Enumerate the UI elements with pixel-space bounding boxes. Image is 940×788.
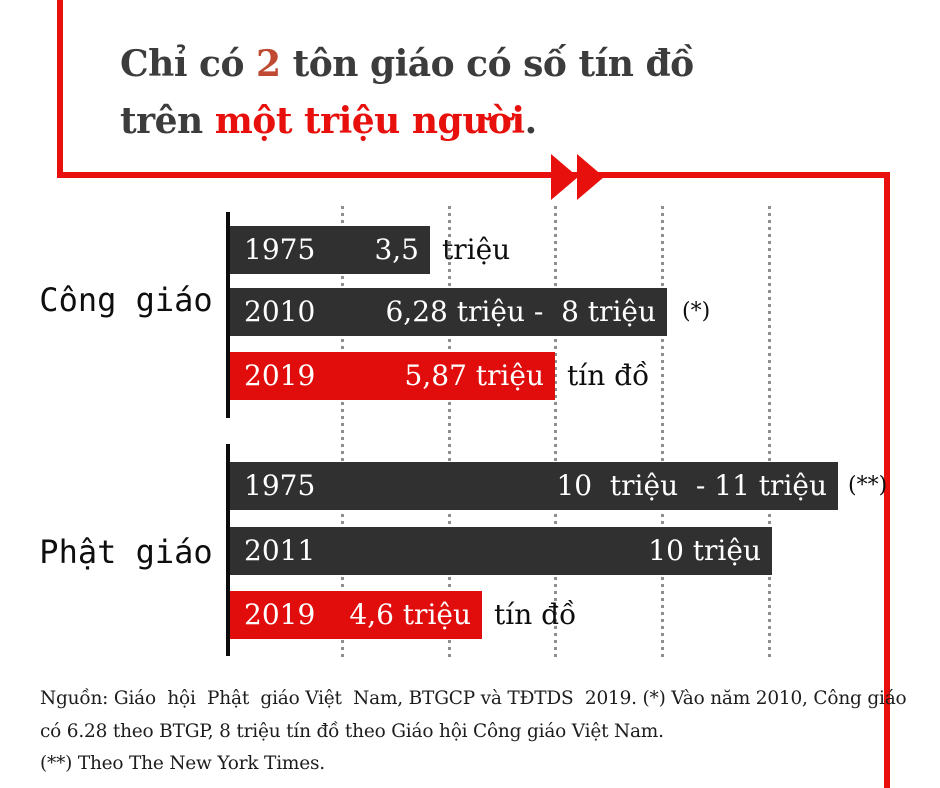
bar-value: 3,5 — [374, 233, 419, 266]
bar-suffix-label: tín đồ — [567, 359, 650, 392]
bar-phat-giao-2019: 2019 4,6 triệu — [230, 591, 482, 639]
axis-cong-giao — [226, 212, 230, 418]
title-text: . — [524, 100, 538, 142]
bar-cong-giao-1975: 1975 3,5 — [230, 226, 430, 274]
bar-year: 2010 — [244, 295, 316, 328]
title-line-2: trên một triệu người. — [120, 93, 694, 150]
axis-phat-giao — [226, 444, 230, 656]
source-line: có 6.28 theo BTGP, 8 triệu tín đồ theo G… — [40, 720, 664, 742]
title-line-1: Chỉ có 2 tôn giáo có số tín đồ — [120, 36, 694, 93]
bar-value: 10 triệu - 11 triệu — [556, 469, 827, 502]
frame-left-line — [57, 0, 63, 178]
gridline-8-trieu — [661, 206, 664, 658]
bar-phat-giao-2011: 2011 10 triệu — [230, 527, 772, 575]
gridline-2-trieu — [341, 206, 344, 658]
bar-suffix-label: triệu — [442, 233, 511, 266]
gridline-4-trieu — [448, 206, 451, 658]
frame-top-line — [57, 172, 890, 178]
frame-right-line — [884, 172, 890, 788]
source-line: Nguồn: Giáo hội Phật giáo Việt Nam, BTGC… — [40, 688, 907, 709]
title-text: trên — [120, 100, 215, 142]
arrow-right-icon — [551, 154, 578, 200]
bar-year: 1975 — [244, 469, 316, 502]
bar-year: 2011 — [244, 534, 316, 567]
title-text: Chỉ có — [120, 43, 256, 85]
gridline-10-trieu — [768, 206, 771, 658]
title-highlight-number: 2 — [256, 43, 281, 85]
title-text: tôn giáo có số tín đồ — [280, 43, 695, 85]
arrow-right-icon — [577, 154, 604, 200]
footnote-marker: (**) — [848, 473, 888, 498]
bar-year: 1975 — [244, 233, 316, 266]
bar-value: 5,87 triệu — [404, 359, 544, 392]
gridline-6-trieu — [554, 206, 557, 658]
source-line: (**) Theo The New York Times. — [40, 753, 325, 774]
page-title: Chỉ có 2 tôn giáo có số tín đồ trên một t… — [120, 36, 694, 150]
footnote-marker: (*) — [682, 299, 711, 324]
bar-value: 10 triệu — [648, 534, 761, 567]
bar-year: 2019 — [244, 598, 316, 631]
group-label-cong-giao: Công giáo — [39, 281, 213, 319]
bar-suffix-label: tín đồ — [494, 598, 577, 631]
bar-value: 6,28 triệu - 8 triệu — [385, 295, 656, 328]
bar-value: 4,6 triệu — [349, 598, 471, 631]
source-note: Nguồn: Giáo hội Phật giáo Việt Nam, BTGC… — [40, 683, 907, 781]
bar-cong-giao-2019: 2019 5,87 triệu — [230, 352, 555, 400]
title-highlight-red: một triệu người — [214, 100, 525, 142]
group-label-phat-giao: Phật giáo — [39, 533, 213, 571]
bar-cong-giao-2010: 2010 6,28 triệu - 8 triệu — [230, 288, 667, 336]
bar-phat-giao-1975: 1975 10 triệu - 11 triệu — [230, 462, 838, 510]
bar-year: 2019 — [244, 359, 316, 392]
